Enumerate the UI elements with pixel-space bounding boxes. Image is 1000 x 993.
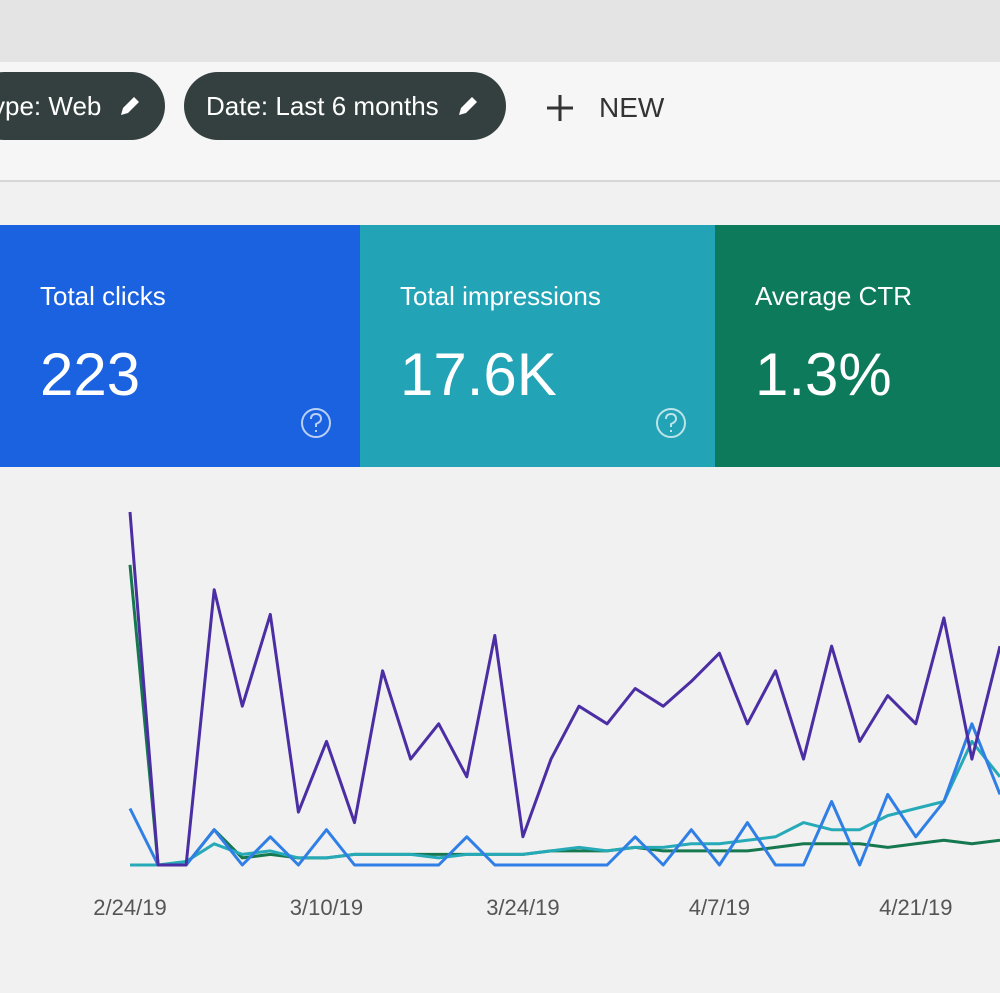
series-line (130, 739, 1000, 867)
top-bar (0, 0, 1000, 62)
new-button[interactable]: NEW (545, 92, 664, 124)
new-label: NEW (599, 92, 665, 123)
x-tick-label: 4/7/19 (689, 895, 750, 920)
card-title: Average CTR (755, 281, 913, 311)
x-tick-label: 2/24/19 (93, 895, 166, 920)
edit-icon (121, 97, 140, 115)
x-tick-label: 3/10/19 (290, 895, 363, 920)
series-line (128, 722, 1000, 867)
metric-card[interactable]: Total impressions 17.6K (360, 225, 715, 467)
series-line (128, 564, 1000, 867)
card-value: 17.6K (400, 341, 557, 408)
chart: 2/24/19 3/10/19 3/24/19 4/7/19 4/21/19 (93, 511, 1000, 920)
card-title: Total impressions (400, 281, 601, 311)
card-value: 1.3% (755, 341, 892, 408)
metric-card[interactable]: Total clicks 223 (0, 225, 360, 467)
x-tick-label: 3/24/19 (486, 895, 559, 920)
filter-chip[interactable]: ype: Web (0, 72, 165, 140)
edit-icon (458, 97, 477, 115)
metric-card[interactable]: Average CTR 1.3% (715, 225, 1000, 467)
chip-label: ype: Web (0, 90, 102, 121)
plus-icon (547, 95, 573, 121)
card-value: 223 (40, 341, 141, 408)
series-line (128, 511, 1000, 867)
card-title: Total clicks (40, 281, 166, 311)
x-tick-label: 4/21/19 (879, 895, 952, 920)
filter-chip[interactable]: Date: Last 6 months (184, 72, 506, 140)
help-icon[interactable] (655, 407, 687, 439)
help-icon[interactable] (300, 407, 332, 439)
chip-label: Date: Last 6 months (206, 90, 439, 121)
